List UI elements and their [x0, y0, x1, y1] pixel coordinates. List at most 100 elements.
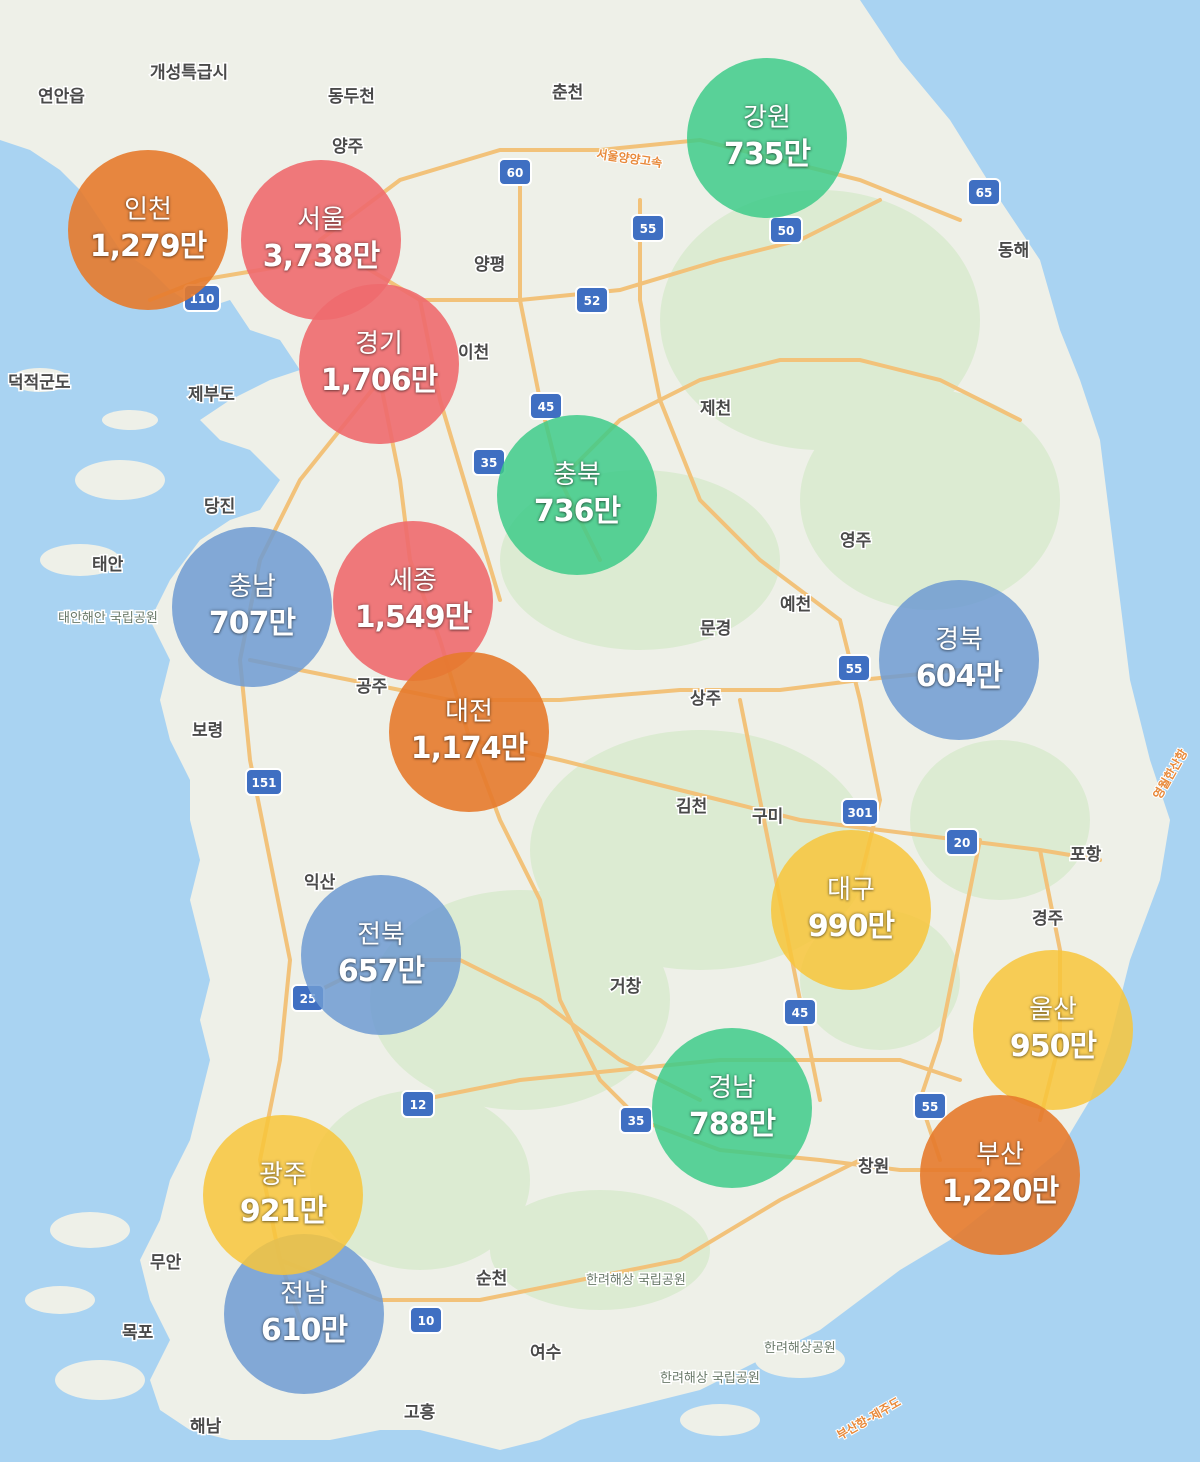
place-label: 양주	[332, 137, 364, 157]
place-label: 무안	[150, 1253, 182, 1273]
region-name: 경남	[708, 1073, 756, 1103]
region-count: 1,220만	[941, 1174, 1059, 1209]
cluster-gyeongnam[interactable]: 경남 788만	[652, 1028, 812, 1188]
region-count: 1,279만	[89, 229, 207, 264]
region-name: 부산	[976, 1140, 1024, 1170]
place-label: 구미	[752, 807, 783, 827]
svg-text:52: 52	[584, 294, 601, 308]
cluster-daegu[interactable]: 대구 990만	[771, 830, 931, 990]
svg-text:10: 10	[418, 1314, 435, 1328]
park-label: 한려해상 국립공원	[586, 1273, 686, 1288]
region-count: 1,549만	[354, 600, 472, 635]
cluster-jeonbuk[interactable]: 전북 657만	[301, 875, 461, 1035]
svg-text:301: 301	[847, 806, 872, 820]
cluster-gyeongbuk[interactable]: 경북 604만	[879, 580, 1039, 740]
place-label: 여수	[530, 1343, 562, 1363]
region-name: 경북	[935, 625, 983, 655]
land-northwest	[0, 0, 260, 150]
place-label: 공주	[356, 677, 388, 697]
region-count: 788만	[688, 1107, 776, 1142]
region-name: 전북	[357, 920, 405, 950]
place-label: 연안읍	[38, 87, 85, 107]
cluster-busan[interactable]: 부산 1,220만	[920, 1095, 1080, 1255]
region-name: 대구	[827, 875, 875, 905]
region-count: 990만	[807, 909, 895, 944]
place-label: 목포	[122, 1323, 154, 1343]
cluster-gyeonggi[interactable]: 경기 1,706만	[299, 284, 459, 444]
svg-text:35: 35	[481, 456, 498, 470]
svg-text:45: 45	[538, 400, 555, 414]
region-count: 950만	[1009, 1029, 1097, 1064]
place-label: 순천	[476, 1269, 507, 1289]
region-count: 1,706만	[320, 363, 438, 398]
place-label: 거창	[610, 977, 642, 997]
region-name: 경기	[355, 329, 403, 359]
region-count: 3,738만	[262, 239, 380, 274]
region-name: 울산	[1029, 995, 1077, 1025]
cluster-ulsan[interactable]: 울산 950만	[973, 950, 1133, 1110]
cluster-chungnam[interactable]: 충남 707만	[172, 527, 332, 687]
region-name: 대전	[445, 697, 493, 727]
place-label: 경주	[1032, 909, 1064, 929]
place-label: 예천	[780, 595, 811, 615]
place-label: 문경	[700, 619, 731, 639]
region-name: 강원	[743, 103, 791, 133]
cluster-chungbuk[interactable]: 충북 736만	[497, 415, 657, 575]
cluster-gwangju[interactable]: 광주 921만	[203, 1115, 363, 1275]
place-label: 해남	[190, 1417, 222, 1437]
place-label: 양평	[474, 255, 505, 275]
region-name: 인천	[124, 195, 172, 225]
islands	[10, 368, 845, 1436]
svg-text:12: 12	[410, 1098, 427, 1112]
park-label: 한려해상 국립공원	[660, 1371, 760, 1386]
svg-text:151: 151	[251, 776, 276, 790]
svg-text:55: 55	[640, 222, 657, 236]
place-label: 덕적군도	[8, 373, 71, 393]
park-label: 한려해상공원	[764, 1341, 836, 1356]
place-label: 상주	[690, 689, 722, 709]
region-count: 657만	[337, 954, 425, 989]
place-label: 동두천	[328, 87, 375, 107]
svg-text:110: 110	[189, 292, 214, 306]
region-count: 921만	[239, 1194, 327, 1229]
svg-text:45: 45	[792, 1006, 809, 1020]
place-label: 제부도	[188, 385, 235, 405]
cluster-gangwon[interactable]: 강원 735만	[687, 58, 847, 218]
region-name: 전남	[280, 1279, 328, 1309]
region-name: 충북	[553, 460, 601, 490]
cluster-daejeon[interactable]: 대전 1,174만	[389, 652, 549, 812]
region-name: 세종	[389, 566, 437, 596]
place-label: 태안	[92, 555, 124, 575]
place-label: 고흥	[404, 1402, 436, 1423]
region-name: 광주	[259, 1160, 307, 1190]
place-label: 창원	[858, 1157, 889, 1177]
region-count: 604만	[915, 659, 1003, 694]
svg-text:55: 55	[846, 662, 863, 676]
region-name: 충남	[228, 572, 276, 602]
region-count: 736만	[533, 494, 621, 529]
region-count: 707만	[208, 606, 296, 641]
region-name: 서울	[297, 205, 345, 235]
svg-text:20: 20	[954, 836, 971, 850]
svg-text:50: 50	[778, 224, 795, 238]
place-label: 포항	[1070, 844, 1102, 865]
cluster-incheon[interactable]: 인천 1,279만	[68, 150, 228, 310]
svg-text:55: 55	[922, 1100, 939, 1114]
place-label: 춘천	[552, 83, 583, 103]
place-label: 이천	[458, 343, 489, 363]
place-label: 개성특급시	[150, 63, 228, 83]
place-label: 동해	[998, 241, 1029, 261]
svg-text:65: 65	[976, 186, 993, 200]
place-label: 김천	[676, 797, 707, 817]
svg-text:35: 35	[628, 1114, 645, 1128]
svg-text:60: 60	[507, 166, 524, 180]
place-label: 당진	[204, 497, 235, 517]
region-count: 610만	[260, 1313, 348, 1348]
place-label: 보령	[192, 720, 223, 741]
place-label: 영주	[840, 531, 872, 551]
park-labels: 태안해안 국립공원 한려해상 국립공원 한려해상공원 한려해상 국립공원	[57, 610, 838, 1388]
region-count: 735만	[723, 137, 811, 172]
park-label: 태안해안 국립공원	[58, 611, 158, 626]
region-count: 1,174만	[410, 731, 528, 766]
